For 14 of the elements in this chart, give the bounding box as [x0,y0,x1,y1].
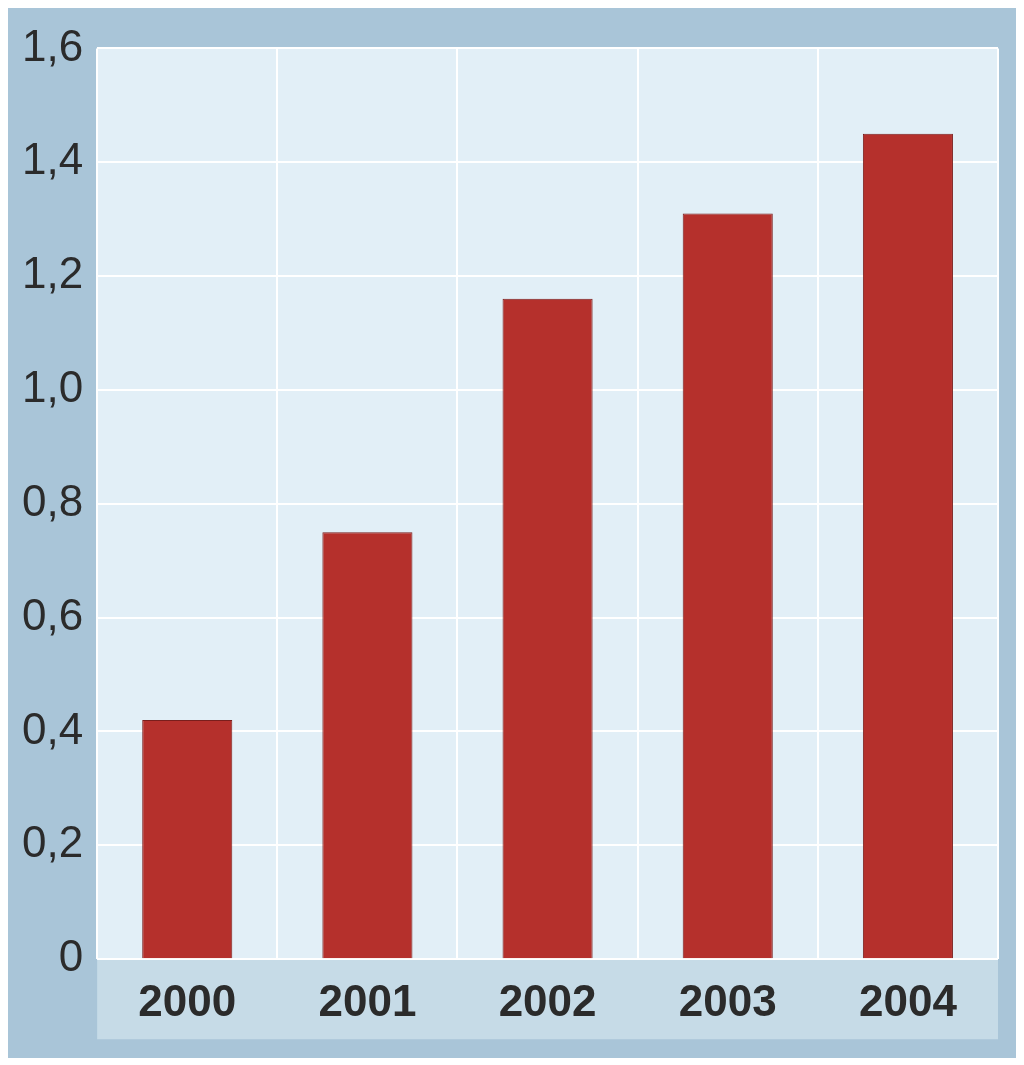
y-tick-label: 0,2 [21,817,84,867]
y-tick-label: 1,4 [21,134,84,184]
x-tick-label: 2002 [498,975,597,1025]
y-tick-label: 0,8 [21,475,84,525]
y-tick-label: 1,0 [21,362,84,412]
y-tick-label: 0,4 [21,703,84,753]
y-tick-label: 0 [58,931,84,981]
x-tick-label: 2001 [318,975,417,1025]
y-tick-label: 1,6 [21,20,84,70]
y-tick-label: 1,2 [21,248,84,298]
x-tick-label: 2003 [678,975,777,1025]
y-tick-label: 0,6 [21,589,84,639]
x-tick-label: 2000 [138,975,237,1025]
x-tick-label: 2004 [858,975,958,1025]
